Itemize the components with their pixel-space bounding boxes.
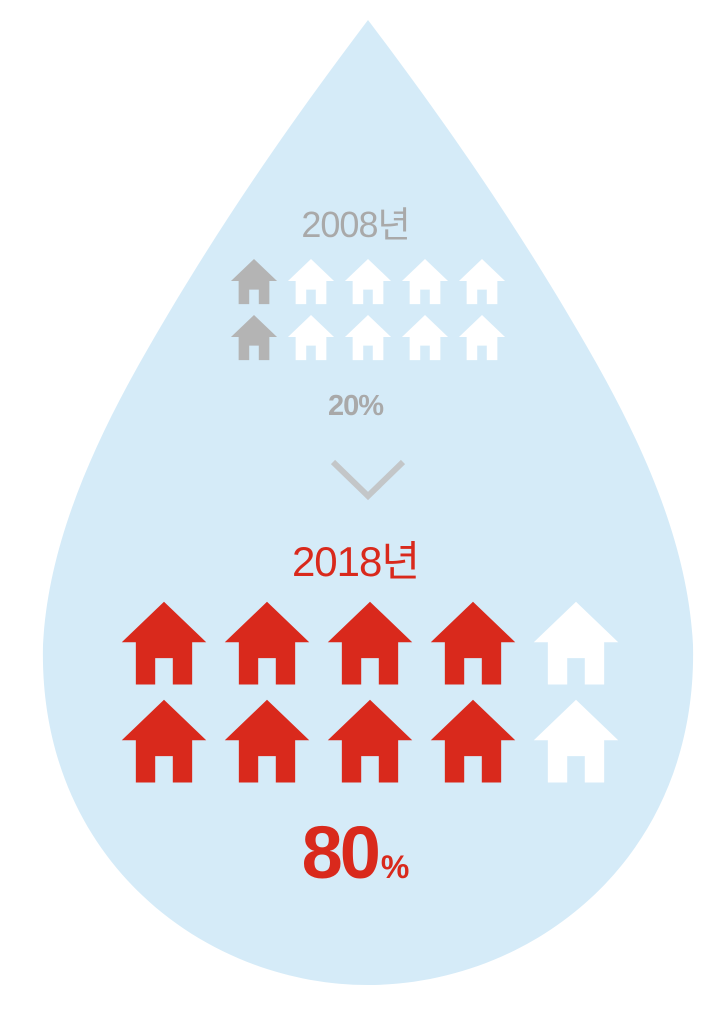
water-drop-icon xyxy=(42,20,694,985)
year-label-2018: 2018년 xyxy=(291,538,420,585)
chevron-down-icon xyxy=(330,459,406,501)
year-label-2008: 2008년 xyxy=(301,204,410,245)
percent-unit-2018: % xyxy=(380,849,410,885)
percent-label-2008: 20% xyxy=(327,390,384,422)
percent-value-2018: 80 xyxy=(301,811,381,894)
percent-label-2018: 80% xyxy=(0,810,711,895)
